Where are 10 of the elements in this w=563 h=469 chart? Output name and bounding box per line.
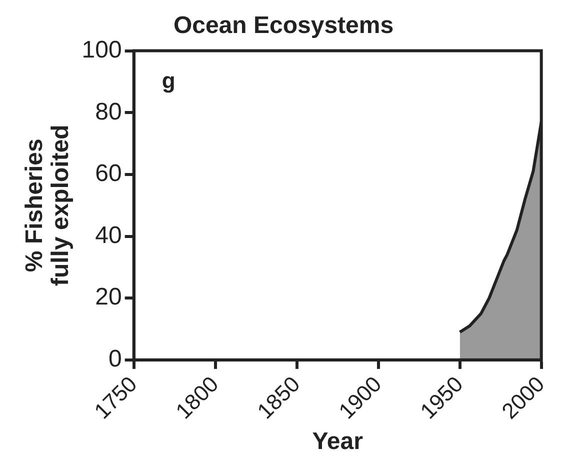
chart-title: Ocean Ecosystems: [173, 12, 394, 40]
y-tick-label: 0: [108, 346, 122, 373]
annotation: g: [162, 68, 176, 93]
x-axis-title: Year: [312, 428, 363, 456]
y-tick-label: 20: [95, 284, 122, 311]
y-tick-label: 40: [95, 222, 122, 249]
y-tick-label: 80: [95, 98, 122, 126]
y-axis-title: % Fisheries fully exploited: [20, 124, 74, 286]
y-tick-label: 60: [95, 160, 122, 188]
y-tick-label: 100: [82, 36, 122, 64]
